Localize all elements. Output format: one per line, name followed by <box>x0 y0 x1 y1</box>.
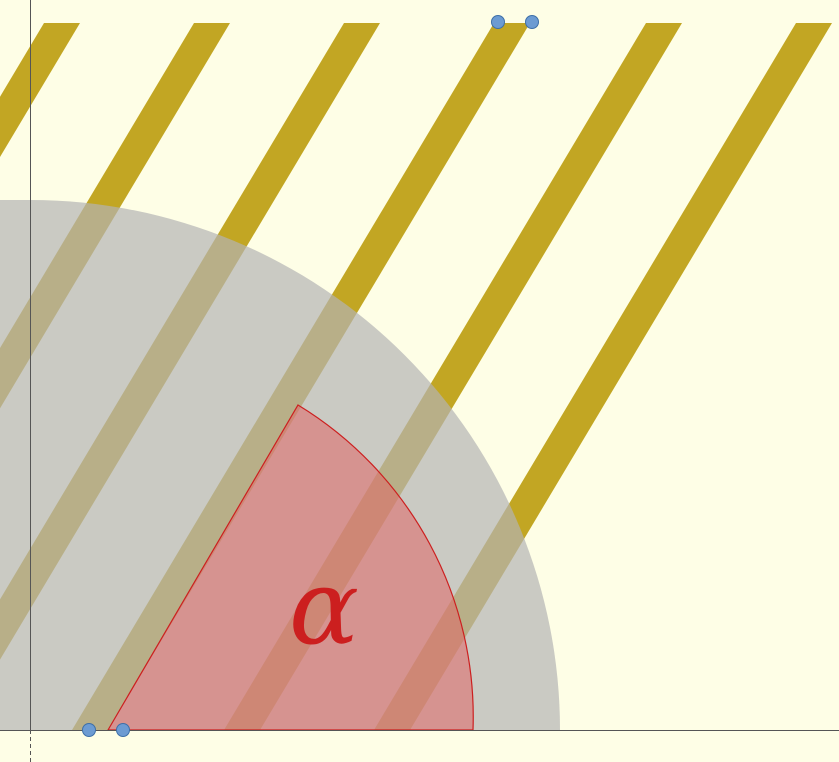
angle-sector <box>106 404 474 731</box>
angle-label: α <box>289 546 359 668</box>
bottom-handle-left[interactable] <box>82 723 96 737</box>
stripe <box>0 23 80 158</box>
top-handle-left[interactable] <box>491 15 505 29</box>
bottom-handle-right[interactable] <box>116 723 130 737</box>
top-handle-right[interactable] <box>525 15 539 29</box>
